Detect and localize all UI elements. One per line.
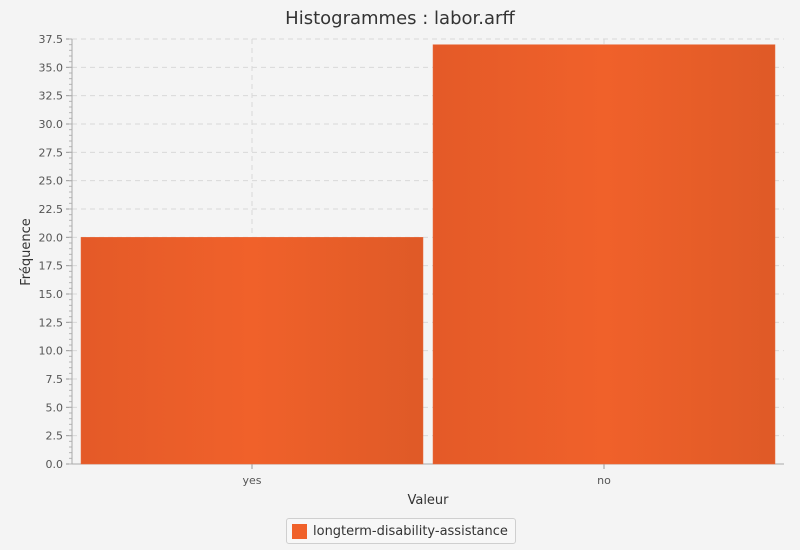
x-tick-label-no: no <box>597 474 611 487</box>
y-tick-label: 20.0 <box>39 231 64 244</box>
y-tick-label: 10.0 <box>39 345 64 358</box>
y-tick-label: 32.5 <box>39 90 64 103</box>
y-tick-label: 15.0 <box>39 288 64 301</box>
y-tick-label: 17.5 <box>39 260 64 273</box>
y-tick-label: 12.5 <box>39 316 64 329</box>
chart-svg: Histogrammes : labor.arff 0.0 2.5 5.0 7.5 10… <box>19 8 784 508</box>
x-tick-labels: yes no <box>242 474 611 487</box>
legend-swatch-icon <box>292 523 307 539</box>
bar-no <box>432 44 776 465</box>
bars <box>80 44 776 465</box>
y-tick-label: 37.5 <box>39 33 64 46</box>
y-tick-label: 0.0 <box>46 458 64 471</box>
y-tick-label: 22.5 <box>39 203 64 216</box>
y-tick-label: 2.5 <box>46 430 64 443</box>
y-tick-label: 27.5 <box>39 146 64 159</box>
x-axis-label: Valeur <box>407 493 449 508</box>
y-tick-label: 30.0 <box>39 118 64 131</box>
legend-label: longterm-disability-assistance <box>313 523 508 539</box>
y-tick-label: 5.0 <box>46 401 64 414</box>
y-tick-label: 35.0 <box>39 61 64 74</box>
bar-yes <box>80 237 424 465</box>
y-tick-labels: 0.0 2.5 5.0 7.5 10.0 12.5 15.0 17.5 20.0 22.5 25.0… <box>39 33 64 471</box>
y-tick-label: 25.0 <box>39 175 64 188</box>
legend: longterm-disability-assistance <box>286 518 516 544</box>
y-tick-label: 7.5 <box>46 373 64 386</box>
y-axis-label: Fréquence <box>19 218 34 285</box>
chart-title: Histogrammes : labor.arff <box>285 8 515 29</box>
x-tick-label-yes: yes <box>242 474 261 487</box>
